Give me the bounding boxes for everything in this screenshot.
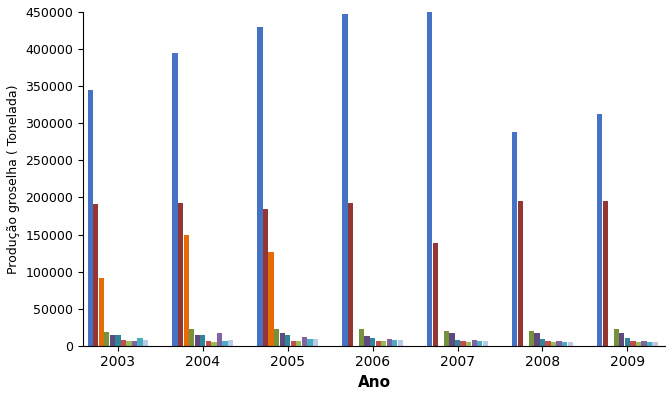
Bar: [110, 335, 115, 346]
Bar: [228, 340, 233, 346]
Bar: [427, 8, 433, 346]
Bar: [268, 252, 274, 346]
Bar: [472, 340, 477, 346]
Bar: [99, 278, 104, 346]
Bar: [625, 338, 630, 346]
Bar: [636, 342, 641, 346]
Bar: [641, 341, 646, 346]
Bar: [433, 243, 438, 346]
Bar: [517, 201, 523, 346]
Bar: [370, 338, 375, 346]
Bar: [312, 339, 318, 346]
Bar: [173, 53, 177, 346]
Y-axis label: Produção groselha ( Tonelada): Produção groselha ( Tonelada): [7, 84, 20, 274]
Bar: [386, 339, 392, 346]
Bar: [619, 333, 624, 346]
Bar: [302, 337, 307, 346]
Bar: [296, 341, 302, 346]
Bar: [381, 341, 386, 346]
Bar: [546, 341, 550, 346]
Bar: [460, 341, 466, 346]
Bar: [630, 341, 636, 346]
Bar: [450, 333, 455, 346]
X-axis label: Ano: Ano: [358, 375, 390, 390]
Bar: [364, 336, 370, 346]
Bar: [257, 27, 263, 346]
Bar: [143, 340, 149, 346]
Bar: [195, 335, 200, 346]
Bar: [359, 330, 364, 346]
Bar: [398, 340, 403, 346]
Bar: [597, 114, 602, 346]
Bar: [551, 342, 556, 346]
Bar: [115, 335, 120, 346]
Bar: [178, 202, 183, 346]
Bar: [466, 342, 471, 346]
Bar: [444, 331, 449, 346]
Bar: [603, 201, 607, 346]
Bar: [222, 341, 228, 346]
Bar: [132, 341, 137, 346]
Bar: [455, 340, 460, 346]
Bar: [556, 341, 562, 346]
Bar: [104, 332, 110, 346]
Bar: [342, 14, 347, 346]
Bar: [307, 339, 312, 346]
Bar: [512, 132, 517, 346]
Bar: [540, 339, 545, 346]
Bar: [206, 341, 211, 346]
Bar: [138, 338, 142, 346]
Bar: [87, 90, 93, 346]
Bar: [121, 340, 126, 346]
Bar: [93, 204, 98, 346]
Bar: [200, 335, 206, 346]
Bar: [189, 329, 194, 346]
Bar: [477, 341, 482, 346]
Bar: [183, 235, 189, 346]
Bar: [280, 333, 285, 346]
Bar: [614, 330, 619, 346]
Bar: [217, 333, 222, 346]
Bar: [534, 333, 540, 346]
Bar: [274, 329, 280, 346]
Bar: [285, 335, 290, 346]
Bar: [376, 341, 381, 346]
Bar: [348, 202, 353, 346]
Bar: [653, 342, 658, 346]
Bar: [562, 342, 567, 346]
Bar: [392, 340, 397, 346]
Bar: [211, 342, 216, 346]
Bar: [529, 331, 534, 346]
Bar: [263, 208, 268, 346]
Bar: [568, 342, 573, 346]
Bar: [290, 341, 296, 346]
Bar: [482, 341, 488, 346]
Bar: [647, 342, 653, 346]
Bar: [126, 341, 132, 346]
